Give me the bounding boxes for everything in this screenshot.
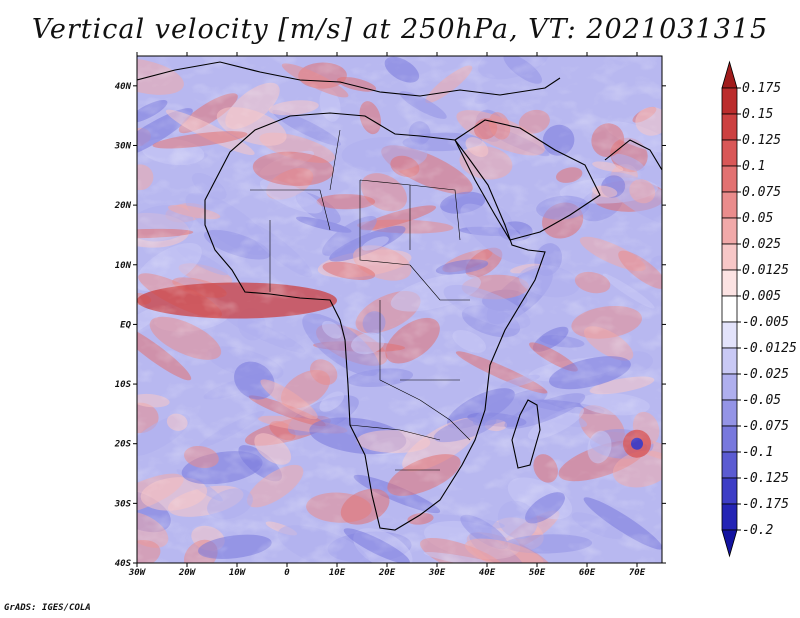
- x-tick-label: 0: [284, 568, 290, 578]
- colorbar-label: -0.2: [742, 523, 773, 538]
- colorbar-segment: [721, 373, 738, 401]
- y-tick-label: 30S: [114, 499, 132, 509]
- colorbar-segment: [721, 217, 738, 245]
- x-tick-label: 20W: [178, 568, 197, 578]
- colorbar-label: -0.175: [742, 497, 789, 512]
- colorbar-label: -0.125: [742, 471, 789, 486]
- europe-coastline: [137, 61, 561, 97]
- colorbar-segment: [721, 451, 738, 479]
- footer-credit: GrADS: IGES/COLA: [4, 603, 91, 613]
- colorbar-segment: [721, 399, 738, 427]
- madagascar-outline: [511, 399, 541, 469]
- colorbar-segment: [721, 295, 738, 323]
- colorbar-segment: [721, 139, 738, 167]
- x-tick-label: 10W: [229, 568, 247, 578]
- colorbar-label: -0.025: [742, 367, 789, 382]
- colorbar-label: 0.0125: [742, 263, 789, 278]
- colorbar-label: 0.175: [742, 81, 781, 96]
- colorbar-label: -0.075: [742, 419, 789, 434]
- colorbar-segment: [721, 113, 738, 141]
- colorbar-label: 0.05: [742, 211, 773, 226]
- colorbar-label: -0.05: [742, 393, 781, 408]
- arabia-outline: [454, 119, 601, 241]
- country-borders: [250, 129, 471, 471]
- colorbar-segment: [721, 165, 738, 193]
- africa-coastline: [204, 112, 546, 531]
- x-tick-label: 30W: [128, 568, 147, 578]
- colorbar-label: 0.005: [742, 289, 781, 304]
- x-tick-label: 30E: [428, 568, 446, 578]
- colorbar-segment: [721, 87, 738, 115]
- y-tick-label: 20S: [114, 440, 132, 450]
- y-tick-label: 40N: [115, 82, 132, 92]
- x-tick-label: 50E: [529, 568, 546, 578]
- noise-texture: [137, 56, 662, 563]
- x-tick-label: 70E: [629, 568, 646, 578]
- colorbar-label: -0.0125: [742, 341, 797, 356]
- colorbar-label: -0.1: [742, 445, 773, 460]
- colorbar-segment: [721, 425, 738, 453]
- y-tick-label: 10S: [115, 380, 132, 390]
- x-tick-label: 10E: [329, 568, 346, 578]
- colorbar-segment: [721, 477, 738, 505]
- plot-area: [137, 56, 662, 563]
- y-tick-label: 40S: [115, 559, 132, 569]
- colorbar-segment: [721, 191, 738, 219]
- colorbar-label: 0.1: [742, 159, 765, 174]
- y-tick-label: 20N: [114, 201, 132, 211]
- colorbar-segment: [721, 503, 738, 531]
- x-tick-label: 40E: [479, 568, 496, 578]
- colorbar-label: -0.005: [742, 315, 789, 330]
- india-outline: [604, 139, 662, 171]
- chart-title: Vertical velocity [m/s] at 250hPa, VT: 2…: [31, 14, 769, 45]
- colorbar-segment: [721, 321, 738, 349]
- colorbar-segment: [721, 269, 738, 297]
- x-tick-label: 20E: [378, 568, 396, 578]
- x-tick-label: 60E: [579, 568, 596, 578]
- y-tick-label: 30N: [114, 141, 132, 151]
- colorbar-label: 0.125: [742, 133, 781, 148]
- y-tick-label: EQ: [120, 320, 131, 330]
- colorbar-segment: [721, 347, 738, 375]
- colorbar-segment: [721, 243, 738, 271]
- colorbar-min-arrow: [721, 529, 738, 558]
- colorbar-label: 0.15: [742, 107, 773, 122]
- plot-frame: [136, 55, 663, 564]
- colorbar-label: 0.025: [742, 237, 781, 252]
- colorbar-label: 0.075: [742, 185, 781, 200]
- y-tick-label: 10N: [115, 261, 132, 271]
- colorbar-max-arrow: [721, 60, 738, 89]
